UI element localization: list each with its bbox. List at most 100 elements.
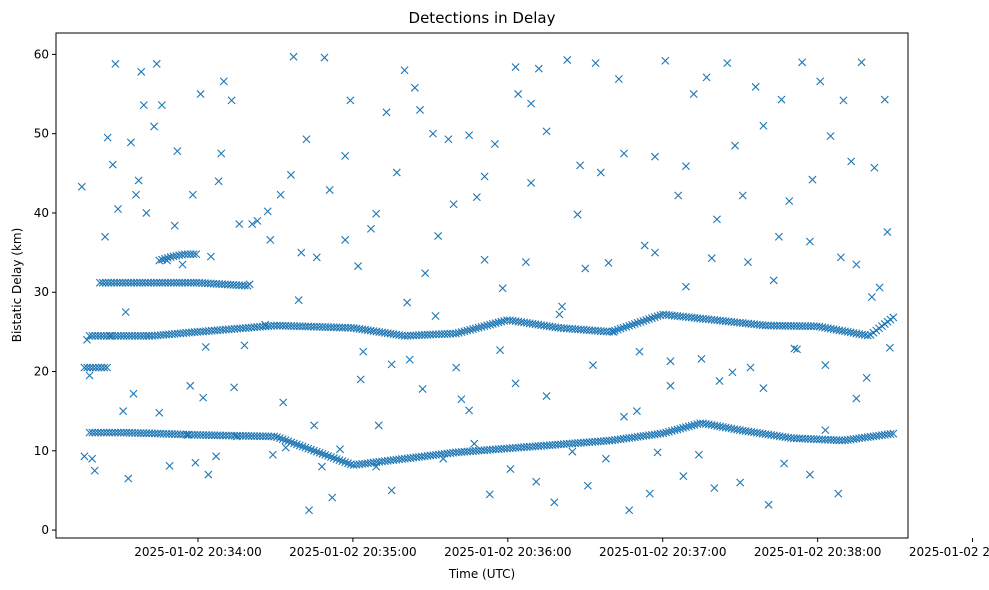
scatter-point [801, 322, 810, 331]
scatter-point [666, 381, 675, 390]
scatter-point [625, 321, 634, 330]
scatter-point [647, 314, 656, 323]
scatter-point [338, 457, 347, 466]
y-tick-label: 40 [34, 206, 49, 220]
scatter-point [125, 331, 134, 340]
scatter-point [214, 177, 223, 186]
scatter-point [85, 371, 94, 380]
scatter-point [681, 162, 690, 171]
scatter-point [806, 322, 815, 331]
scatter-point [434, 231, 443, 240]
scatter-point [689, 90, 698, 99]
scatter-point [297, 248, 306, 257]
scatter-point [152, 278, 161, 287]
scatter-point [639, 316, 648, 325]
scatter-point [304, 444, 313, 453]
scatter-point [105, 428, 114, 437]
scatter-point [86, 363, 95, 372]
scatter-point [534, 64, 543, 73]
scatter-point [270, 432, 279, 441]
y-axis-label: Bistatic Delay (km) [10, 228, 24, 343]
scatter-point [465, 406, 474, 415]
scatter-point [372, 462, 381, 471]
scatter-point [514, 90, 523, 99]
scatter-point [743, 258, 752, 267]
scatter-point [88, 428, 97, 437]
scatter-point [661, 56, 670, 65]
scatter-point [212, 452, 221, 461]
scatter-point [790, 344, 799, 353]
scatter-point [857, 58, 866, 67]
scatter-point [628, 320, 636, 329]
scatter-point [751, 82, 760, 91]
scatter-point [770, 321, 778, 330]
scatter-point [341, 235, 350, 244]
scatter-point [163, 256, 172, 265]
x-tick-label: 2025-01-02 20:34:00 [134, 545, 261, 559]
scatter-point [170, 221, 179, 230]
scatter-point [387, 360, 396, 369]
scatter-point [576, 161, 585, 170]
scatter-point [428, 129, 437, 138]
scatter-point [457, 395, 466, 404]
scatter-point [186, 381, 195, 390]
scatter-point [217, 149, 226, 158]
scatter-point [119, 331, 128, 340]
scatter-point [121, 278, 130, 287]
scatter-point [307, 445, 316, 454]
scatter-point [616, 324, 625, 333]
scatter-point [356, 375, 365, 384]
scatter-point [261, 320, 270, 329]
scatter-point [826, 132, 835, 141]
scatter-point [206, 252, 215, 261]
scatter-point [867, 293, 876, 301]
scatter-point [804, 322, 813, 331]
scatter-point [405, 355, 414, 364]
scatter-point [568, 447, 577, 456]
scatter-point [85, 428, 94, 437]
scatter-point [781, 321, 790, 330]
scatter-point [521, 258, 530, 267]
scatter-point [332, 455, 341, 464]
scatter-point [99, 428, 108, 437]
scatter-point [144, 331, 153, 340]
scatter-point [164, 278, 173, 287]
scatter-point [80, 363, 89, 372]
scatter-point [374, 421, 383, 430]
scatter-point [622, 322, 631, 331]
scatter-point [886, 430, 895, 438]
scatter-point [132, 190, 141, 199]
scatter-point [679, 472, 688, 481]
scatter-point [129, 278, 138, 287]
scatter-point [290, 439, 299, 448]
scatter-point [712, 215, 721, 224]
scatter-point [281, 436, 290, 445]
scatter-point [141, 278, 150, 287]
scatter-point [769, 276, 778, 285]
scatter-point [632, 407, 641, 416]
scatter-point [472, 193, 481, 202]
scatter-point [344, 459, 352, 468]
scatter-point [792, 345, 801, 354]
scatter-point [101, 278, 110, 287]
scatter-point [196, 90, 205, 99]
scatter-point [186, 278, 195, 287]
scatter-point [558, 302, 567, 311]
scatter-point [318, 449, 327, 458]
scatter-point [204, 470, 213, 479]
scatter-point [240, 341, 249, 350]
scatter-point [305, 506, 314, 515]
scatter-point [104, 278, 113, 287]
scatter-point [166, 278, 175, 287]
scatter-point [111, 59, 120, 68]
scatter-point [138, 278, 147, 287]
scatter-point [83, 363, 92, 372]
scatter-point [191, 458, 200, 467]
scatter-point [315, 448, 324, 457]
scatter-point [289, 52, 298, 61]
scatter-point [273, 433, 281, 442]
scatter-point [115, 278, 124, 287]
scatter-point [583, 481, 592, 490]
scatter-point [702, 73, 711, 82]
